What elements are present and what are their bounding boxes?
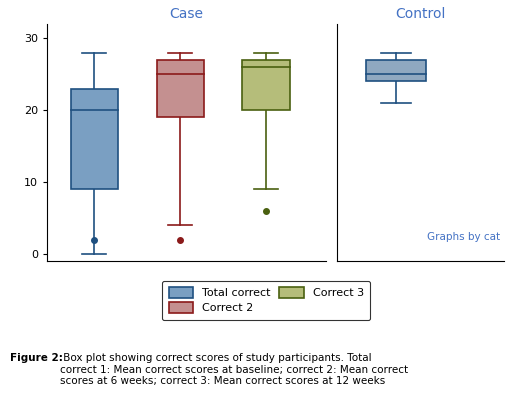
Bar xyxy=(242,60,290,110)
Text: Graphs by cat: Graphs by cat xyxy=(428,232,501,242)
Bar xyxy=(366,60,425,81)
Title: Case: Case xyxy=(170,8,204,22)
Text: Figure 2:: Figure 2: xyxy=(10,353,63,363)
Bar xyxy=(70,89,118,190)
Title: Control: Control xyxy=(395,8,445,22)
Bar xyxy=(157,60,204,117)
Text: Box plot showing correct scores of study participants. Total
correct 1: Mean cor: Box plot showing correct scores of study… xyxy=(60,353,408,386)
Legend: Total correct, Correct 2, Correct 3: Total correct, Correct 2, Correct 3 xyxy=(162,280,371,320)
